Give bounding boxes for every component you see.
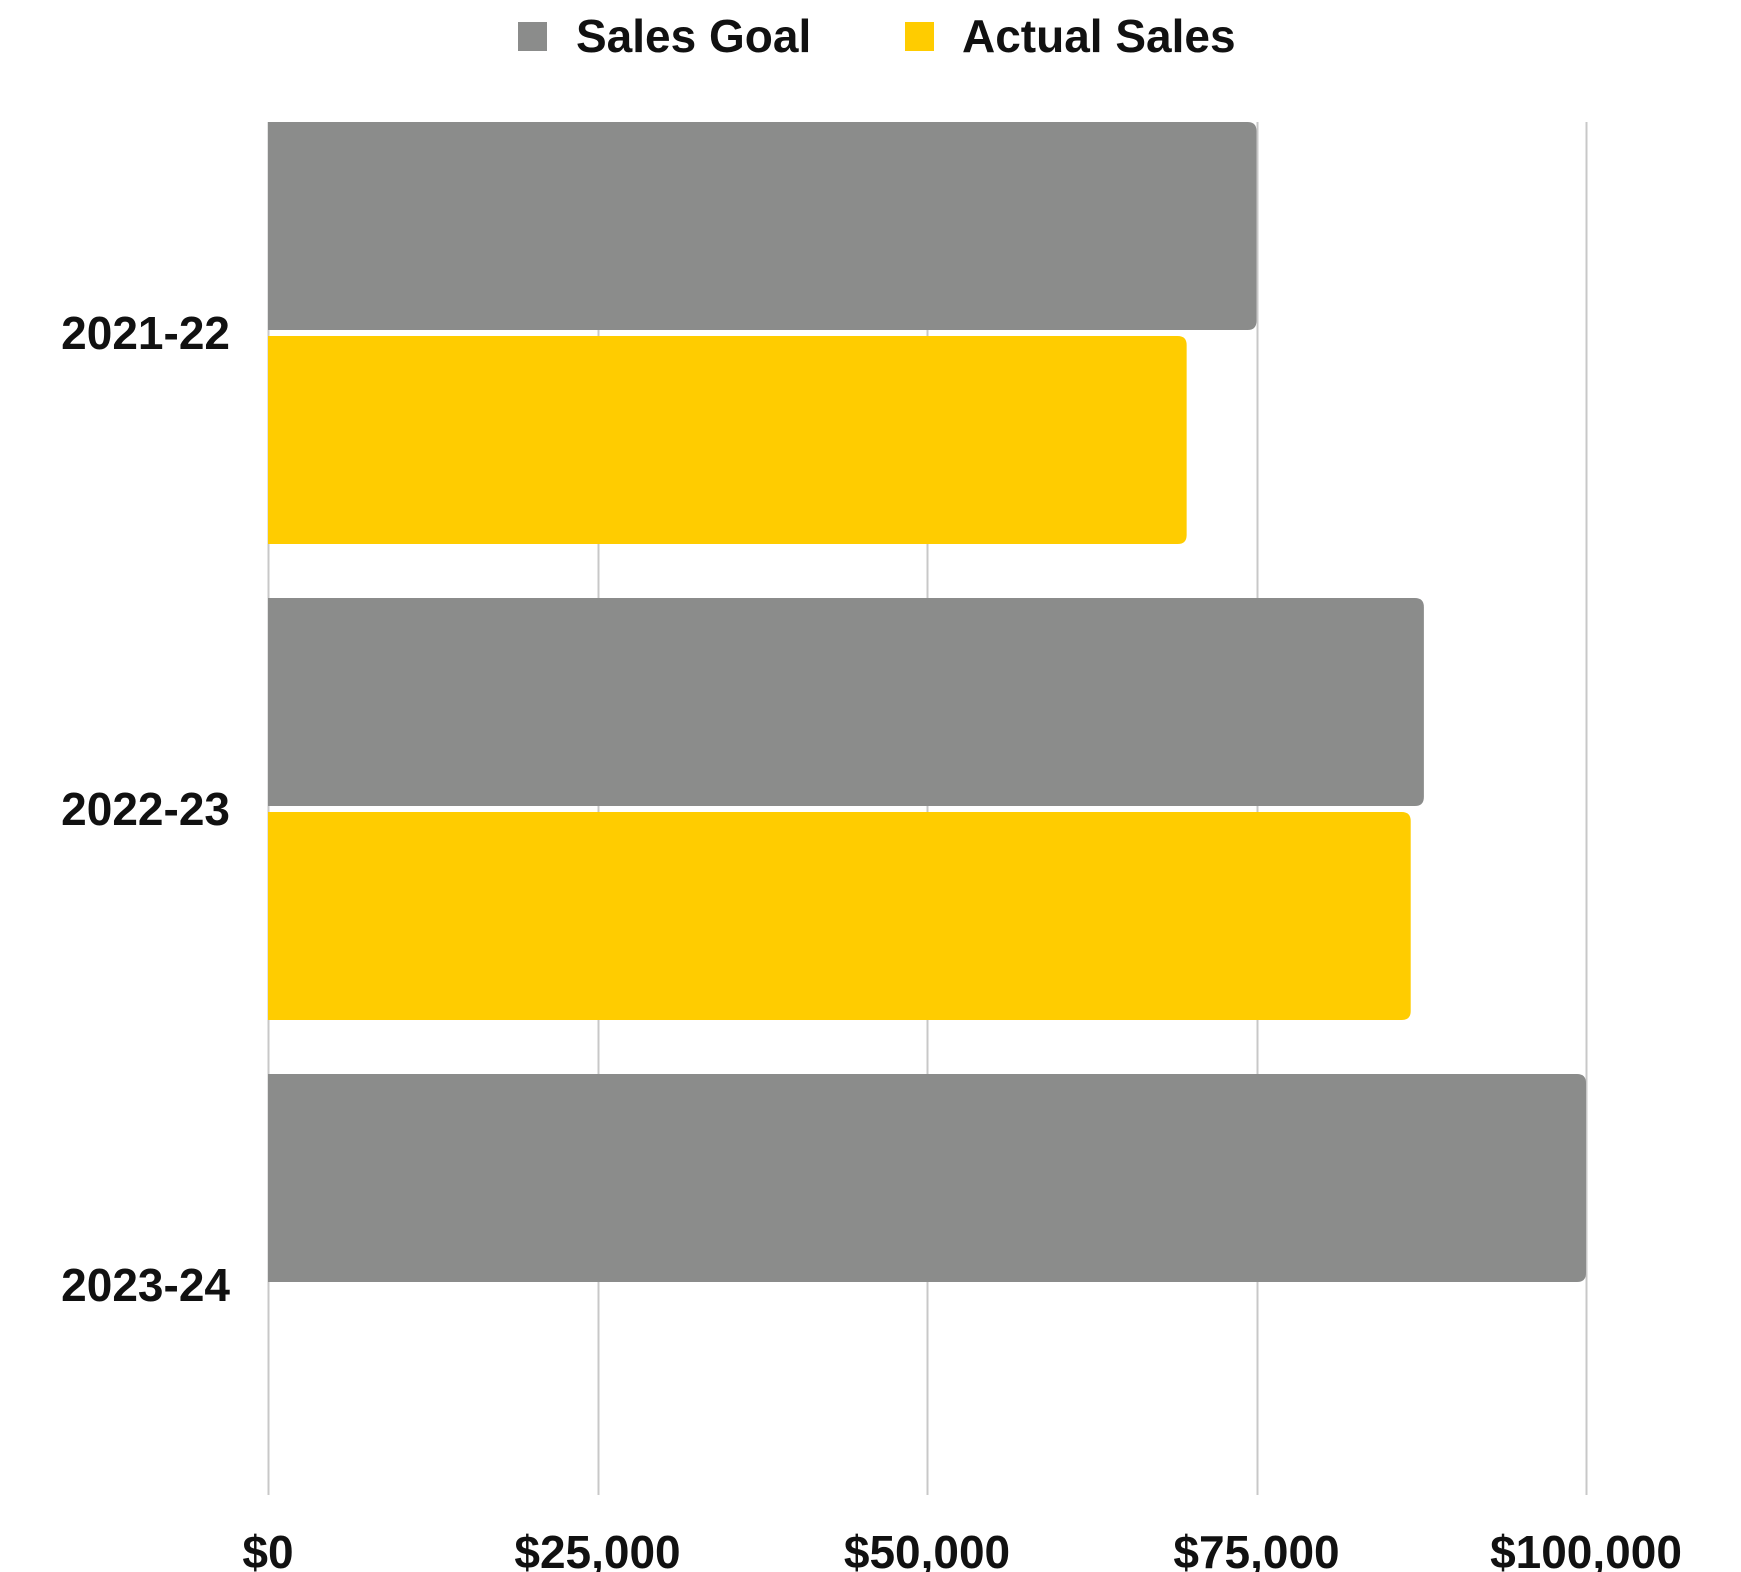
bar-actual-sales-2021-22	[268, 336, 1187, 544]
category-label: 2021-22	[61, 307, 230, 359]
x-tick-label: $0	[242, 1526, 293, 1572]
category-label: 2023-24	[61, 1259, 230, 1311]
axis-labels: 2021-22 2022-23 2023-24 $0 $25,000 $50,000 $75…	[61, 307, 1682, 1572]
legend: Sales Goal Actual Sales	[518, 10, 1236, 62]
x-tick-label: $100,000	[1490, 1526, 1682, 1572]
bar-sales-goal-2022-23	[268, 598, 1424, 806]
x-tick-label: $50,000	[844, 1526, 1010, 1572]
bar-actual-sales-2022-23	[268, 812, 1411, 1020]
x-tick-label: $75,000	[1173, 1526, 1339, 1572]
legend-swatch	[518, 22, 547, 51]
x-tick-label: $25,000	[514, 1526, 680, 1572]
bar-sales-goal-2021-22	[268, 122, 1257, 330]
legend-label: Sales Goal	[576, 10, 811, 62]
category-label: 2022-23	[61, 783, 230, 835]
bar-sales-goal-2023-24	[268, 1074, 1586, 1282]
bars	[268, 122, 1586, 1282]
legend-label: Actual Sales	[962, 10, 1236, 62]
legend-swatch	[905, 22, 934, 51]
